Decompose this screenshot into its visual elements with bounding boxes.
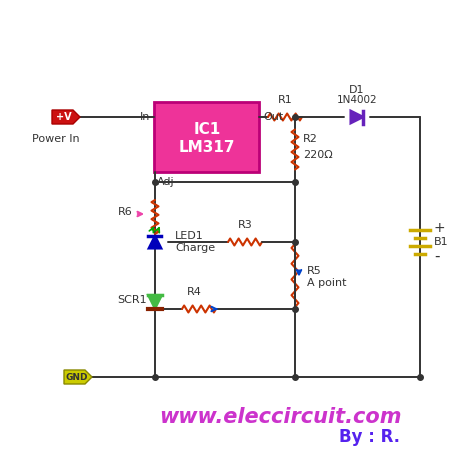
Text: Power In: Power In	[32, 134, 80, 144]
Text: R5: R5	[307, 265, 322, 276]
Text: SCR1: SCR1	[118, 295, 147, 305]
Bar	[155, 102, 259, 172]
Text: GND: GND	[66, 372, 88, 381]
Text: R3: R3	[237, 220, 252, 230]
Text: www.eleccircuit.com: www.eleccircuit.com	[159, 407, 401, 427]
Text: In: In	[140, 112, 151, 122]
Text: D1: D1	[349, 85, 365, 95]
Polygon shape	[350, 110, 364, 124]
Text: R2: R2	[303, 135, 318, 144]
Text: R4: R4	[187, 287, 201, 297]
Text: R6: R6	[118, 207, 133, 217]
Text: 1N4002: 1N4002	[337, 95, 377, 105]
Text: LM317: LM317	[179, 140, 235, 154]
Text: Adj: Adj	[157, 177, 174, 187]
Text: IC1: IC1	[193, 121, 220, 136]
Text: B1: B1	[434, 237, 448, 247]
Polygon shape	[148, 295, 162, 309]
Text: 220Ω: 220Ω	[303, 150, 333, 160]
Text: Charge: Charge	[175, 243, 215, 253]
Text: +V: +V	[56, 112, 72, 122]
Text: Out: Out	[264, 112, 284, 122]
Polygon shape	[64, 370, 92, 384]
Text: +: +	[434, 221, 446, 235]
Polygon shape	[52, 110, 80, 124]
Text: LED1: LED1	[175, 231, 204, 241]
Text: A point: A point	[307, 278, 346, 288]
Text: -: -	[434, 248, 439, 263]
Polygon shape	[148, 236, 162, 248]
Text: By : R.: By : R.	[339, 428, 401, 446]
Text: R1: R1	[278, 95, 292, 105]
